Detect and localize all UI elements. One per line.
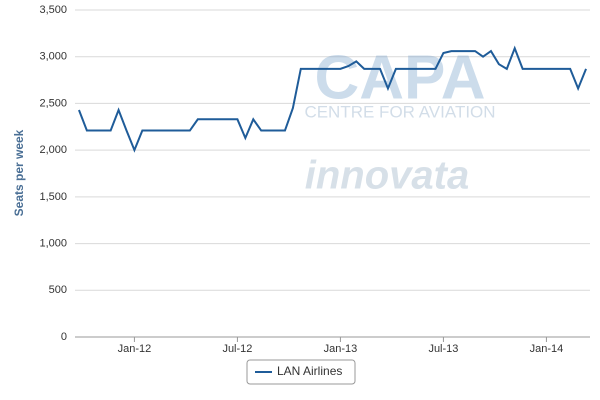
- y-tick-label: 0: [61, 331, 67, 343]
- watermark: CAPA CENTRE FOR AVIATION innovata: [304, 43, 495, 197]
- y-tick-label: 3,000: [39, 51, 67, 63]
- y-tick-label: 500: [49, 284, 67, 296]
- y-tick-label: 2,500: [39, 97, 67, 109]
- watermark-tagline: CENTRE FOR AVIATION: [304, 102, 495, 121]
- y-tick-label: 1,000: [39, 237, 67, 249]
- series-line: [78, 45, 587, 153]
- y-tick-label: 1,500: [39, 191, 67, 203]
- x-tick-label: Jan-13: [324, 343, 358, 355]
- legend-box: [246, 359, 356, 385]
- watermark-logo: CAPA: [314, 43, 485, 112]
- x-tick-label: Jan-12: [118, 343, 152, 355]
- watermark-partner: innovata: [305, 154, 469, 198]
- x-tick-label: Jul-13: [428, 343, 458, 355]
- legend-label: LAN Airlines: [277, 364, 342, 378]
- x-tick-label: Jan-14: [530, 343, 564, 355]
- y-tick-label: 3,500: [39, 4, 67, 16]
- y-tick-label: 2,000: [39, 144, 67, 156]
- grid: [75, 9, 590, 338]
- y-axis-label: Seats per week: [12, 129, 26, 216]
- x-tick-label: Jul-12: [222, 343, 252, 355]
